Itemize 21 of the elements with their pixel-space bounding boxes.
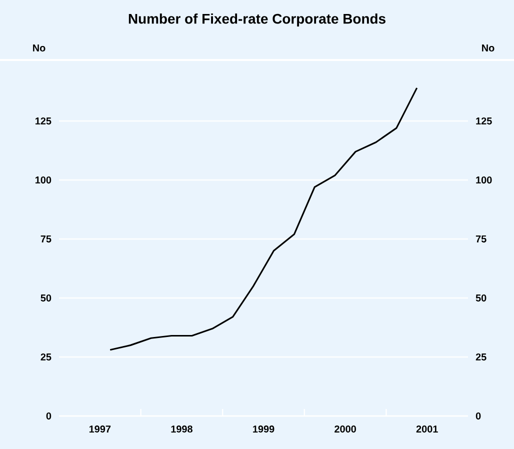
y2-tick-label: 125	[476, 117, 492, 125]
y-axis-title: No	[33, 44, 46, 52]
y-tick-label: 50	[40, 294, 52, 302]
y-tick-label: 25	[40, 353, 52, 361]
x-tick-label: 1998	[171, 426, 192, 433]
x-tick-label: 1999	[253, 426, 274, 433]
y2-tick-label: 100	[476, 176, 492, 184]
y-tick-label: 100	[35, 176, 52, 184]
line-series	[109, 87, 418, 351]
y2-axis-title: No	[482, 44, 494, 52]
y-tick-label: 0	[46, 412, 52, 420]
y2-tick-label: 75	[476, 236, 486, 242]
y-tick-label: 75	[40, 236, 52, 242]
x-tick-label: 2000	[334, 426, 356, 433]
x-tick-label: 2001	[416, 426, 438, 433]
y2-tick-label: 0	[476, 412, 481, 420]
x-tick-label: 1997	[89, 426, 111, 433]
y-tick-label: 125	[35, 117, 52, 125]
chart-title: Number of Fixed-rate Corporate Bonds	[128, 13, 386, 26]
y2-tick-label: 50	[476, 294, 486, 302]
y2-tick-label: 25	[476, 353, 486, 361]
